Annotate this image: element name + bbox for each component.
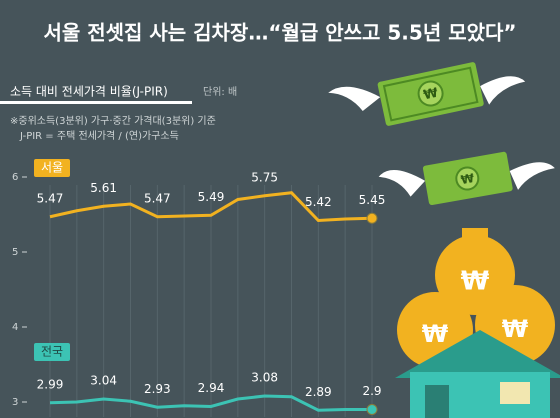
y-tick-label: 6 — [12, 172, 18, 183]
svg-text:₩: ₩ — [502, 315, 529, 343]
y-tick-label: 3 — [12, 397, 18, 408]
series-line — [49, 394, 372, 412]
data-label: 2.89 — [305, 385, 332, 399]
legend-label: 서울 — [41, 161, 63, 175]
unit: 단위: 배 — [203, 85, 237, 98]
svg-text:₩: ₩ — [422, 86, 440, 104]
svg-text:₩: ₩ — [460, 171, 476, 187]
data-label: 5.42 — [305, 195, 332, 209]
data-label: 5.49 — [198, 190, 225, 204]
data-label: 2.94 — [198, 381, 225, 395]
data-label: 5.47 — [37, 191, 64, 205]
legend-swatch — [34, 343, 70, 361]
y-tick-label: 5 — [12, 247, 18, 258]
data-label: 5.61 — [90, 181, 117, 195]
data-label: 2.93 — [144, 382, 171, 396]
data-label: 2.9 — [362, 384, 381, 398]
y-tick-label: 4 — [12, 322, 18, 333]
note: ※중위소득(3분위) 가구·중간 가격대(3분위) 기준 — [10, 114, 216, 127]
legend-label: 전국 — [41, 345, 63, 359]
note: J-PIR = 주택 전세가격 / (연)가구소득 — [19, 129, 179, 142]
data-label: 5.45 — [359, 193, 386, 207]
series-line — [49, 191, 373, 223]
end-marker — [366, 404, 378, 415]
legend-swatch — [34, 159, 70, 177]
svg-text:₩: ₩ — [461, 267, 490, 297]
data-label: 5.47 — [144, 191, 171, 205]
data-label: 3.04 — [90, 374, 117, 388]
end-marker — [366, 212, 378, 224]
chart-title: 서울 전셋집 사는 김차장…“월급 안쓰고 5.5년 모았다” — [43, 21, 516, 45]
data-label: 2.99 — [37, 377, 64, 391]
data-label: 5.75 — [251, 170, 278, 184]
illustration: ₩ ₩ ₩ ₩ ₩ — [328, 62, 560, 418]
svg-text:₩: ₩ — [422, 320, 449, 348]
data-label: 3.08 — [251, 371, 278, 385]
chart-subtitle: 소득 대비 전세가격 비율(J-PIR) — [10, 85, 168, 99]
subtitle-rule — [0, 101, 192, 104]
